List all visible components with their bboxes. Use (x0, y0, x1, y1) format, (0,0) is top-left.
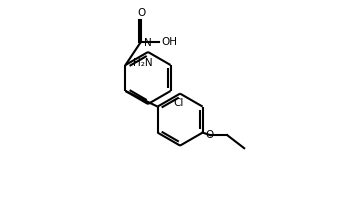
Text: N: N (144, 38, 152, 48)
Text: Cl: Cl (173, 98, 183, 108)
Text: O: O (137, 8, 145, 17)
Text: OH: OH (161, 37, 177, 47)
Text: O: O (205, 130, 214, 140)
Text: H₂N: H₂N (133, 58, 152, 68)
